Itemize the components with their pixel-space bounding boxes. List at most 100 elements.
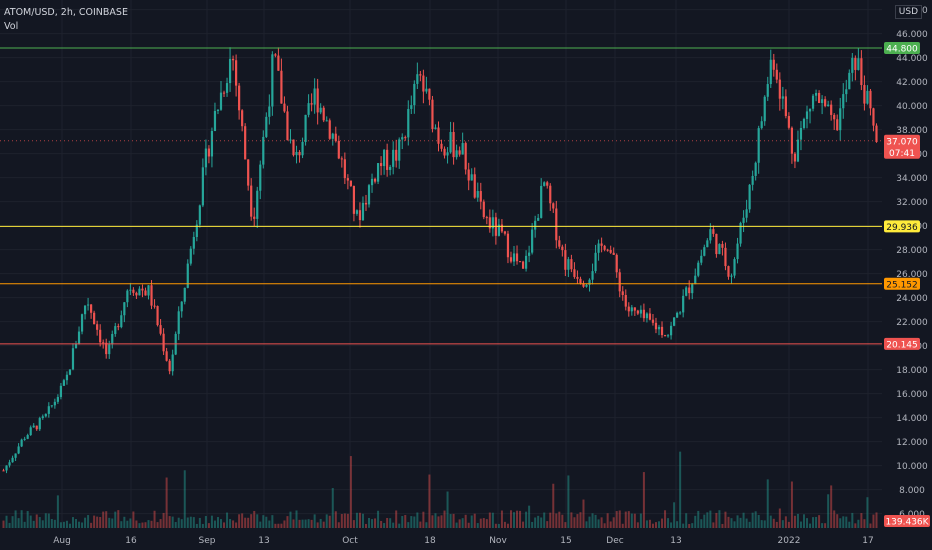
volume-bar (621, 523, 624, 528)
volume-bar (806, 518, 809, 528)
candle-body (334, 133, 337, 141)
volume-bar (84, 517, 87, 528)
volume-bar (775, 521, 778, 528)
volume-bar (712, 522, 715, 528)
volume-bar (307, 519, 310, 528)
volume-bar (56, 495, 59, 528)
candle-body (102, 342, 105, 344)
volume-bar (316, 522, 319, 528)
candle-body (790, 127, 794, 154)
volume-bar (383, 523, 386, 528)
chart-grid (0, 0, 882, 528)
candle-body (120, 315, 123, 328)
candle-body (793, 153, 797, 162)
candle-body (413, 83, 416, 106)
volume-bar (815, 516, 818, 528)
time-tick-label: Aug (53, 536, 71, 546)
candle-body (77, 331, 81, 344)
volume-bar (352, 520, 355, 528)
volume-bar (117, 510, 120, 528)
candle-body (425, 88, 428, 92)
candle-body (745, 209, 748, 218)
candle-body (189, 248, 192, 264)
volume-bar (229, 518, 232, 528)
candle-body (576, 276, 579, 279)
volume-bar (283, 520, 286, 528)
candle-body (247, 159, 250, 186)
volume-bar (842, 516, 845, 528)
candle-body (524, 255, 528, 269)
candle-body (630, 307, 633, 312)
candle-body (204, 148, 207, 168)
candle-body (476, 191, 479, 198)
volume-bar (784, 516, 787, 528)
candle-body (132, 289, 135, 293)
candle-body (23, 438, 26, 440)
volume-bar (727, 516, 730, 528)
candle-body (824, 99, 827, 107)
volume-bar (676, 521, 679, 528)
candle-body (854, 57, 857, 70)
volume-bar (102, 511, 105, 528)
volume-bar (658, 521, 660, 528)
volume-bar (331, 488, 334, 528)
candle-body (775, 69, 778, 80)
horizontal-levels (0, 47, 882, 345)
candle-body (41, 416, 44, 419)
volume-bar (730, 518, 733, 528)
candle-body (65, 374, 69, 381)
currency-button[interactable]: USD (894, 5, 922, 19)
candle-body (606, 249, 609, 251)
volume-bar (244, 517, 247, 528)
volume-bar (53, 519, 56, 528)
candle-body (114, 326, 117, 334)
volume-bar (839, 518, 842, 528)
volume-bar (165, 477, 168, 528)
volume-bar (812, 517, 815, 528)
volume-bar (235, 522, 238, 528)
volume-bar (694, 515, 697, 528)
volume-bar (277, 523, 280, 528)
candle-body (180, 301, 183, 312)
price-tick-label: 22.000 (896, 318, 928, 328)
price-tick-label: 32.000 (896, 198, 928, 208)
volume-bar (561, 514, 564, 528)
candle-body (603, 245, 606, 250)
volume-bar (769, 515, 772, 528)
candle-body (322, 107, 325, 121)
volume-bar (5, 515, 8, 528)
volume-bar (700, 519, 703, 528)
volume-bar (796, 513, 799, 528)
volume-bar (62, 521, 65, 528)
level-badge (884, 277, 920, 290)
candle-body (733, 259, 736, 276)
volume-bar (105, 511, 108, 528)
volume-bar (289, 511, 292, 528)
volume-bar (664, 510, 667, 528)
volume-bar (389, 518, 392, 528)
volume-bar (552, 483, 555, 528)
time-tick-label: Nov (489, 536, 507, 546)
volume-bar (528, 505, 531, 528)
volume-bar (476, 523, 479, 528)
candle-body (253, 216, 256, 219)
candle-body (68, 369, 72, 375)
candle-body (250, 185, 253, 217)
candle-body (383, 149, 386, 167)
candle-body (766, 84, 769, 97)
candle-body (742, 217, 745, 223)
candle-body (875, 125, 878, 142)
volume-bar (751, 512, 754, 528)
volume-bar (247, 517, 250, 528)
volume-bar (869, 523, 872, 528)
volume-bar (99, 517, 102, 528)
volume-bar (159, 519, 162, 528)
candle-body (615, 254, 618, 273)
candle-body (796, 139, 800, 162)
volume-bar (875, 512, 878, 528)
volume-bar (274, 523, 277, 528)
candle-body (512, 253, 516, 262)
volume-bar (59, 522, 62, 528)
volume-bars (2, 451, 878, 528)
